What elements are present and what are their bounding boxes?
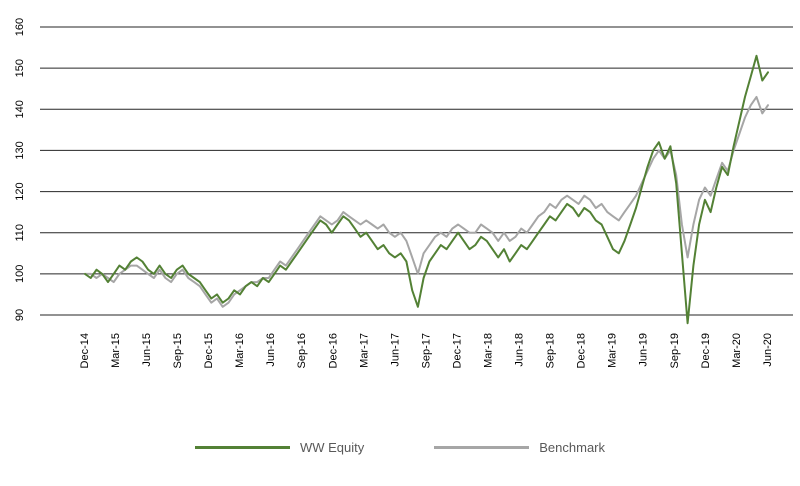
benchmark-line-swatch	[434, 446, 530, 449]
x-axis-tick-label: Dec-14	[79, 333, 91, 368]
ww-equity-line-swatch	[194, 446, 290, 449]
x-axis-tick-label: Jun-18	[514, 333, 526, 367]
y-axis-tick-label: 100	[14, 265, 26, 283]
x-axis-tick-label: Dec-18	[576, 333, 588, 368]
y-axis-tick-label: 140	[14, 100, 26, 118]
x-axis-tick-label: Jun-19	[638, 333, 650, 367]
y-axis-tick-label: 90	[14, 309, 26, 321]
y-axis-tick-label: 120	[14, 182, 26, 200]
benchmark-legend-label: Benchmark	[539, 440, 606, 455]
x-axis-tick-label: Mar-15	[110, 333, 122, 368]
x-axis-tick-label: Mar-18	[482, 333, 494, 368]
x-axis-tick-label: Mar-20	[731, 333, 743, 368]
x-axis-tick-label: Mar-16	[234, 333, 246, 368]
x-axis-tick-label: Dec-19	[700, 333, 712, 368]
x-axis-tick-label: Mar-19	[607, 333, 619, 368]
x-axis-tick-label: Sep-16	[296, 333, 308, 368]
y-axis-tick-label: 130	[14, 141, 26, 159]
x-axis-tick-label: Jun-20	[762, 333, 774, 367]
chart-legend: WW Equity Benchmark	[0, 440, 800, 455]
ww-equity-legend-label: WW Equity	[299, 440, 365, 455]
x-axis-tick-label: Jun-17	[389, 333, 401, 367]
x-axis-tick-label: Sep-19	[669, 333, 681, 368]
x-axis-tick-label: Sep-15	[172, 333, 184, 368]
x-axis-tick-label: Dec-16	[327, 333, 339, 368]
legend-item-benchmark: Benchmark	[434, 440, 605, 455]
chart-plot: 90 100 110 120 130 140 150 160 Dec-14 Mar-15 Jun-1…	[14, 18, 793, 368]
y-axis-tick-label: 160	[14, 18, 26, 36]
x-axis-tick-label: Sep-18	[545, 333, 557, 368]
legend-item-ww-equity: WW Equity	[194, 440, 365, 455]
x-axis-tick-label: Mar-17	[358, 333, 370, 368]
ww-equity-line	[84, 54, 769, 325]
y-axis-tick-label: 110	[14, 224, 26, 242]
x-axis-tick-label: Jun-16	[265, 333, 277, 367]
x-axis-tick-label: Sep-17	[420, 333, 432, 368]
x-axis-tick-label: Jun-15	[141, 333, 153, 367]
benchmark-line	[84, 95, 769, 308]
y-axis-tick-label: 150	[14, 59, 26, 77]
x-axis-tick-label: Dec-15	[203, 333, 215, 368]
x-axis-tick-label: Dec-17	[451, 333, 463, 368]
